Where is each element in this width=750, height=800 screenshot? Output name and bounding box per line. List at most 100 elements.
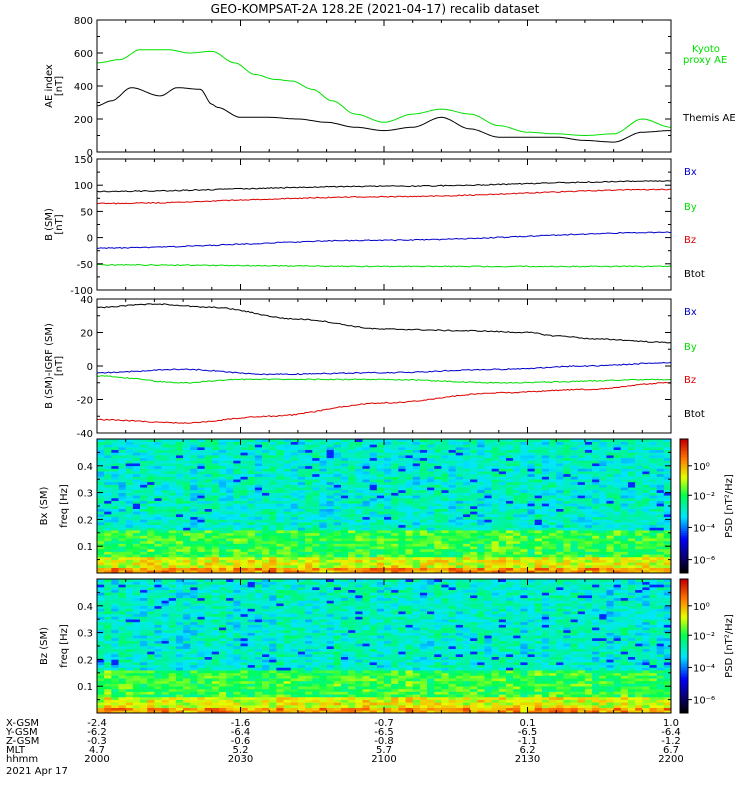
heatmap-cell — [104, 535, 112, 539]
heatmap-cell — [455, 522, 464, 526]
heatmap-cell — [140, 514, 148, 518]
heatmap-cell — [154, 457, 162, 461]
heatmap-cell — [427, 439, 435, 442]
heatmap-cell — [211, 694, 220, 698]
heatmap-cell — [283, 441, 292, 445]
heatmap-cell — [168, 514, 177, 518]
heatmap-cell — [218, 694, 227, 698]
heatmap-cell — [118, 554, 126, 558]
heatmap-cell — [362, 479, 370, 483]
heatmap-cell — [97, 530, 105, 534]
heatmap-cell — [584, 468, 593, 472]
heatmap-cell — [326, 535, 335, 539]
heatmap-cell — [355, 439, 363, 442]
heatmap-cell — [455, 457, 464, 461]
heatmap-cell — [419, 532, 428, 536]
heatmap-cell — [620, 457, 629, 461]
heatmap-cell — [290, 540, 299, 544]
heatmap-cell — [491, 564, 500, 568]
colorbar-tick-label: 10⁻⁴ — [693, 523, 715, 534]
heatmap-cell — [161, 543, 170, 547]
heatmap-cell — [355, 463, 363, 467]
heatmap-cell — [391, 554, 399, 558]
heatmap-cell — [161, 484, 170, 488]
heatmap-cell — [427, 503, 435, 507]
heatmap-cell — [125, 487, 134, 491]
heatmap-cell — [240, 710, 248, 714]
heatmap-cell — [606, 476, 614, 480]
heatmap-cell — [556, 516, 564, 520]
heatmap-cell — [297, 484, 306, 488]
heatmap-cell — [520, 535, 528, 539]
heatmap-cell — [175, 514, 184, 518]
heatmap-cell — [563, 527, 571, 531]
heatmap-cell — [140, 457, 148, 461]
heatmap-cell — [218, 508, 227, 512]
heatmap-cell — [348, 465, 356, 469]
heatmap-cell — [111, 694, 119, 698]
heatmap-cell — [613, 514, 622, 518]
heatmap-cell — [434, 516, 442, 520]
heatmap-cell — [111, 452, 119, 456]
heatmap-cell — [405, 530, 413, 534]
heatmap-cell — [125, 516, 134, 520]
colorbar-tick-label: 10⁰ — [693, 462, 710, 473]
heatmap-cell — [441, 538, 449, 542]
heatmap-cell — [505, 532, 514, 536]
heatmap-cell — [190, 506, 198, 509]
heatmap-cell — [319, 696, 327, 700]
heatmap-cell — [527, 567, 535, 571]
heatmap-cell — [470, 508, 478, 512]
heatmap-cell — [140, 522, 148, 526]
heatmap-cell — [333, 570, 342, 574]
heatmap-cell — [262, 691, 270, 695]
heatmap-cell — [254, 702, 263, 706]
heatmap-cell — [584, 508, 593, 512]
heatmap-cell — [226, 500, 234, 504]
heatmap-cell — [635, 503, 643, 507]
heatmap-cell — [505, 562, 514, 566]
heatmap-cell — [491, 543, 500, 547]
heatmap-cell — [599, 481, 607, 485]
heatmap-cell — [520, 548, 528, 552]
heatmap-cell — [204, 548, 213, 552]
heatmap-cell — [549, 444, 557, 448]
heatmap-cell — [527, 508, 535, 512]
heatmap-cell — [470, 487, 478, 491]
heatmap-cell — [412, 540, 421, 544]
heatmap-cell — [570, 562, 579, 566]
heatmap-cell — [427, 562, 435, 566]
heatmap-cell — [111, 508, 119, 512]
heatmap-cell — [570, 492, 579, 496]
heatmap-cell — [305, 519, 313, 523]
heatmap-cell — [218, 487, 227, 491]
heatmap-cell — [462, 492, 471, 496]
heatmap-cell — [305, 473, 313, 477]
heatmap-cell — [384, 535, 392, 539]
heatmap-cell — [233, 702, 241, 706]
heatmap-cell — [168, 704, 177, 708]
heatmap-cell — [297, 519, 306, 523]
heatmap-cell — [513, 514, 521, 518]
heatmap-cell — [455, 476, 464, 480]
heatmap-cell — [197, 567, 205, 571]
heatmap-cell — [635, 532, 643, 536]
heatmap-cell — [132, 567, 141, 571]
heatmap-cell — [226, 710, 234, 714]
heatmap-cell — [491, 441, 500, 445]
heatmap-cell — [427, 559, 435, 563]
heatmap-cell — [211, 500, 220, 504]
heatmap-cell — [183, 707, 191, 711]
heatmap-cell — [348, 532, 356, 536]
heatmap-cell — [427, 481, 435, 485]
heatmap-cell — [513, 691, 521, 695]
heatmap-cell — [183, 447, 191, 451]
heatmap-cell — [656, 441, 665, 445]
heatmap-cell — [412, 530, 421, 534]
heatmap-cell — [663, 524, 672, 528]
heatmap-cell — [97, 570, 105, 574]
heatmap-cell — [233, 519, 241, 523]
heatmap-cell — [283, 452, 292, 456]
heatmap-cell — [613, 444, 622, 448]
heatmap-cell — [262, 452, 270, 456]
